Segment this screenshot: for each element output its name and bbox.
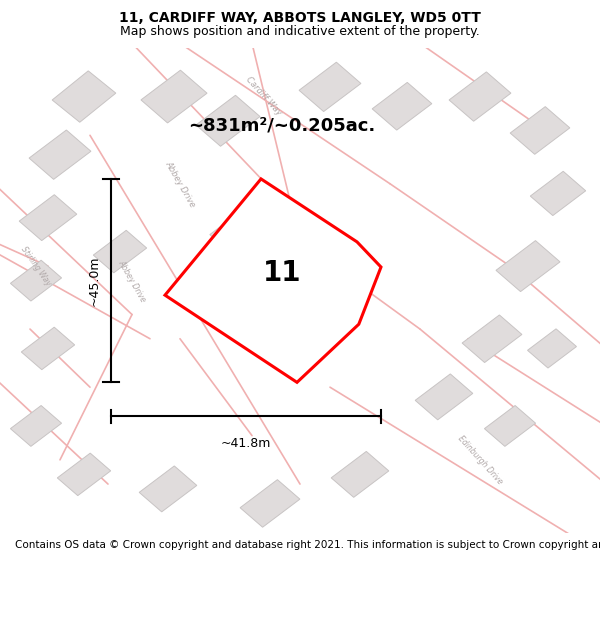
Polygon shape <box>29 130 91 179</box>
Text: Abbey Drive: Abbey Drive <box>163 159 197 208</box>
Text: Cardiff Way: Cardiff Way <box>340 240 380 282</box>
Polygon shape <box>510 107 570 154</box>
Polygon shape <box>58 453 110 496</box>
Text: Edinburgh Drive: Edinburgh Drive <box>456 434 504 486</box>
Polygon shape <box>52 71 116 122</box>
Text: Stirling Way: Stirling Way <box>19 245 53 288</box>
Polygon shape <box>165 179 381 382</box>
Polygon shape <box>19 195 77 241</box>
Polygon shape <box>415 374 473 420</box>
Text: ~41.8m: ~41.8m <box>221 437 271 449</box>
Polygon shape <box>210 203 282 261</box>
Polygon shape <box>22 328 74 369</box>
Polygon shape <box>484 406 536 446</box>
Polygon shape <box>530 171 586 216</box>
Polygon shape <box>372 82 432 130</box>
Polygon shape <box>286 318 338 360</box>
Polygon shape <box>331 451 389 498</box>
Polygon shape <box>196 95 260 146</box>
Polygon shape <box>527 329 577 368</box>
Text: ~831m²/~0.205ac.: ~831m²/~0.205ac. <box>188 117 376 134</box>
Text: Cardiff Way: Cardiff Way <box>244 76 284 118</box>
Polygon shape <box>496 241 560 292</box>
Text: 11: 11 <box>263 259 301 288</box>
Polygon shape <box>94 231 146 272</box>
Polygon shape <box>141 70 207 123</box>
Text: Contains OS data © Crown copyright and database right 2021. This information is : Contains OS data © Crown copyright and d… <box>15 540 600 550</box>
Polygon shape <box>299 62 361 111</box>
Polygon shape <box>10 406 62 446</box>
Polygon shape <box>240 479 300 528</box>
Polygon shape <box>10 260 62 301</box>
Text: Map shows position and indicative extent of the property.: Map shows position and indicative extent… <box>120 24 480 38</box>
Text: 11, CARDIFF WAY, ABBOTS LANGLEY, WD5 0TT: 11, CARDIFF WAY, ABBOTS LANGLEY, WD5 0TT <box>119 11 481 24</box>
Polygon shape <box>462 315 522 362</box>
Text: ~45.0m: ~45.0m <box>87 256 100 306</box>
Polygon shape <box>449 72 511 121</box>
Polygon shape <box>139 466 197 512</box>
Text: Abbey Drive: Abbey Drive <box>116 258 148 303</box>
